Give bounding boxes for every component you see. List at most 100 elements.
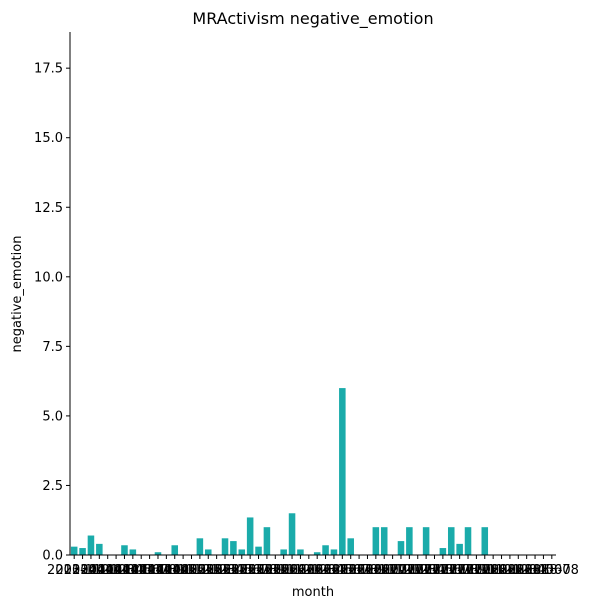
x-tick-label: 2015-07 (215, 563, 269, 578)
x-tick-label: 2017-05 (399, 563, 453, 578)
bar (406, 527, 413, 555)
x-tick-label: 2018-05 (500, 563, 554, 578)
bar (70, 546, 78, 555)
x-tick-label: 2016-08 (324, 563, 378, 578)
bar (372, 527, 380, 555)
x-tick-label: 2013-12 (55, 563, 109, 578)
y-tick-label: 15.0 (34, 131, 63, 146)
x-tick-label: 2014-08 (122, 563, 176, 578)
bar (288, 513, 296, 555)
x-tick-label: 2014-11 (148, 563, 202, 578)
x-tick-label: 2017-06 (407, 563, 461, 578)
y-axis: 0.0 2.5 5.0 7.5 10.0 12.5 15.0 17.5 (34, 32, 71, 564)
y-tick-label: 5.0 (42, 409, 63, 424)
x-tick-label: 2017-01 (365, 563, 419, 578)
bar (439, 548, 447, 555)
bar (154, 552, 162, 555)
bar (196, 538, 204, 555)
x-tick-label: 2014-06 (106, 563, 160, 578)
bar (129, 549, 137, 555)
x-tick-label: 2016-10 (340, 563, 394, 578)
y-tick-label: 17.5 (34, 62, 63, 77)
x-tick-label: 2016-01 (265, 563, 319, 578)
bar (313, 552, 321, 555)
x-tick-label: 2015-10 (240, 563, 294, 578)
x-tick-label: 2015-09 (231, 563, 285, 578)
x-tick-label: 2014-05 (97, 563, 151, 578)
x-tick-label: 2018-08 (525, 563, 579, 578)
y-tick-label: 12.5 (34, 201, 63, 216)
x-tick-label: 2015-06 (206, 563, 260, 578)
bar (447, 527, 455, 555)
bar (87, 535, 95, 555)
y-axis-label: negative_emotion (10, 236, 25, 353)
x-tick-label: 2015-01 (164, 563, 218, 578)
x-tick-label: 2014-12 (156, 563, 210, 578)
x-tick-label: 2015-08 (223, 563, 277, 578)
x-tick-label: 2017-04 (391, 563, 445, 578)
x-tick-label: 2016-05 (298, 563, 352, 578)
x-tick-label: 2014-03 (81, 563, 135, 578)
bar (481, 527, 489, 555)
bar (422, 527, 430, 555)
x-tick-label: 2015-12 (257, 563, 311, 578)
x-tick-label: 2016-12 (357, 563, 411, 578)
x-tick-label: 2013-11 (47, 563, 101, 578)
x-axis-label: month (292, 585, 334, 600)
chart-title: MRActivism negative_emotion (192, 9, 433, 29)
x-tick-label: 2016-09 (332, 563, 386, 578)
bar (221, 538, 229, 555)
bar (246, 517, 254, 555)
x-tick-label: 2017-02 (374, 563, 428, 578)
x-tick-label: 2017-11 (449, 563, 503, 578)
bar (204, 549, 212, 555)
bar (230, 541, 237, 555)
x-tick-label: 2015-03 (181, 563, 235, 578)
x-tick-label: 2016-04 (290, 563, 344, 578)
y-tick-label: 10.0 (34, 270, 63, 285)
x-tick-label: 2018-06 (508, 563, 562, 578)
x-tick-label: 2018-03 (483, 563, 537, 578)
bar (330, 549, 338, 555)
x-tick-label: 2018-01 (466, 563, 520, 578)
bar (238, 549, 246, 555)
bar (121, 545, 128, 555)
x-tick-label: 2016-02 (273, 563, 327, 578)
y-tick-label: 2.5 (42, 479, 63, 494)
x-tick-label: 2016-06 (307, 563, 361, 578)
x-tick-label: 2018-02 (474, 563, 528, 578)
x-tick-label: 2017-03 (382, 563, 436, 578)
x-tick-label: 2014-09 (131, 563, 185, 578)
x-tick-label: 2014-10 (139, 563, 193, 578)
x-axis: 2013-112013-122014-012014-022014-032014-… (47, 554, 579, 578)
x-tick-label: 2014-07 (114, 563, 168, 578)
x-tick-label: 2014-04 (89, 563, 143, 578)
bar (297, 549, 304, 555)
bar (255, 546, 262, 555)
bar (347, 538, 354, 555)
x-tick-label: 2017-07 (416, 563, 470, 578)
bar (280, 549, 287, 555)
x-tick-label: 2018-07 (516, 563, 570, 578)
bars-group (70, 388, 489, 555)
bar (263, 527, 271, 555)
x-tick-label: 2017-08 (424, 563, 478, 578)
x-tick-label: 2015-11 (248, 563, 302, 578)
x-tick-label: 2017-12 (458, 563, 512, 578)
x-tick-label: 2015-04 (189, 563, 243, 578)
x-tick-label: 2018-04 (491, 563, 545, 578)
y-tick-label: 0.0 (42, 549, 63, 564)
x-tick-label: 2017-09 (432, 563, 486, 578)
bar (380, 527, 388, 555)
x-tick-label: 2017-10 (441, 563, 495, 578)
x-tick-label: 2014-01 (64, 563, 118, 578)
bar (456, 543, 463, 555)
bar (397, 541, 405, 555)
x-tick-label: 2016-07 (315, 563, 369, 578)
y-tick-label: 7.5 (42, 340, 63, 355)
bar (322, 545, 329, 555)
x-tick-label: 2014-02 (72, 563, 126, 578)
x-tick-label: 2015-02 (173, 563, 227, 578)
bar (464, 527, 472, 555)
